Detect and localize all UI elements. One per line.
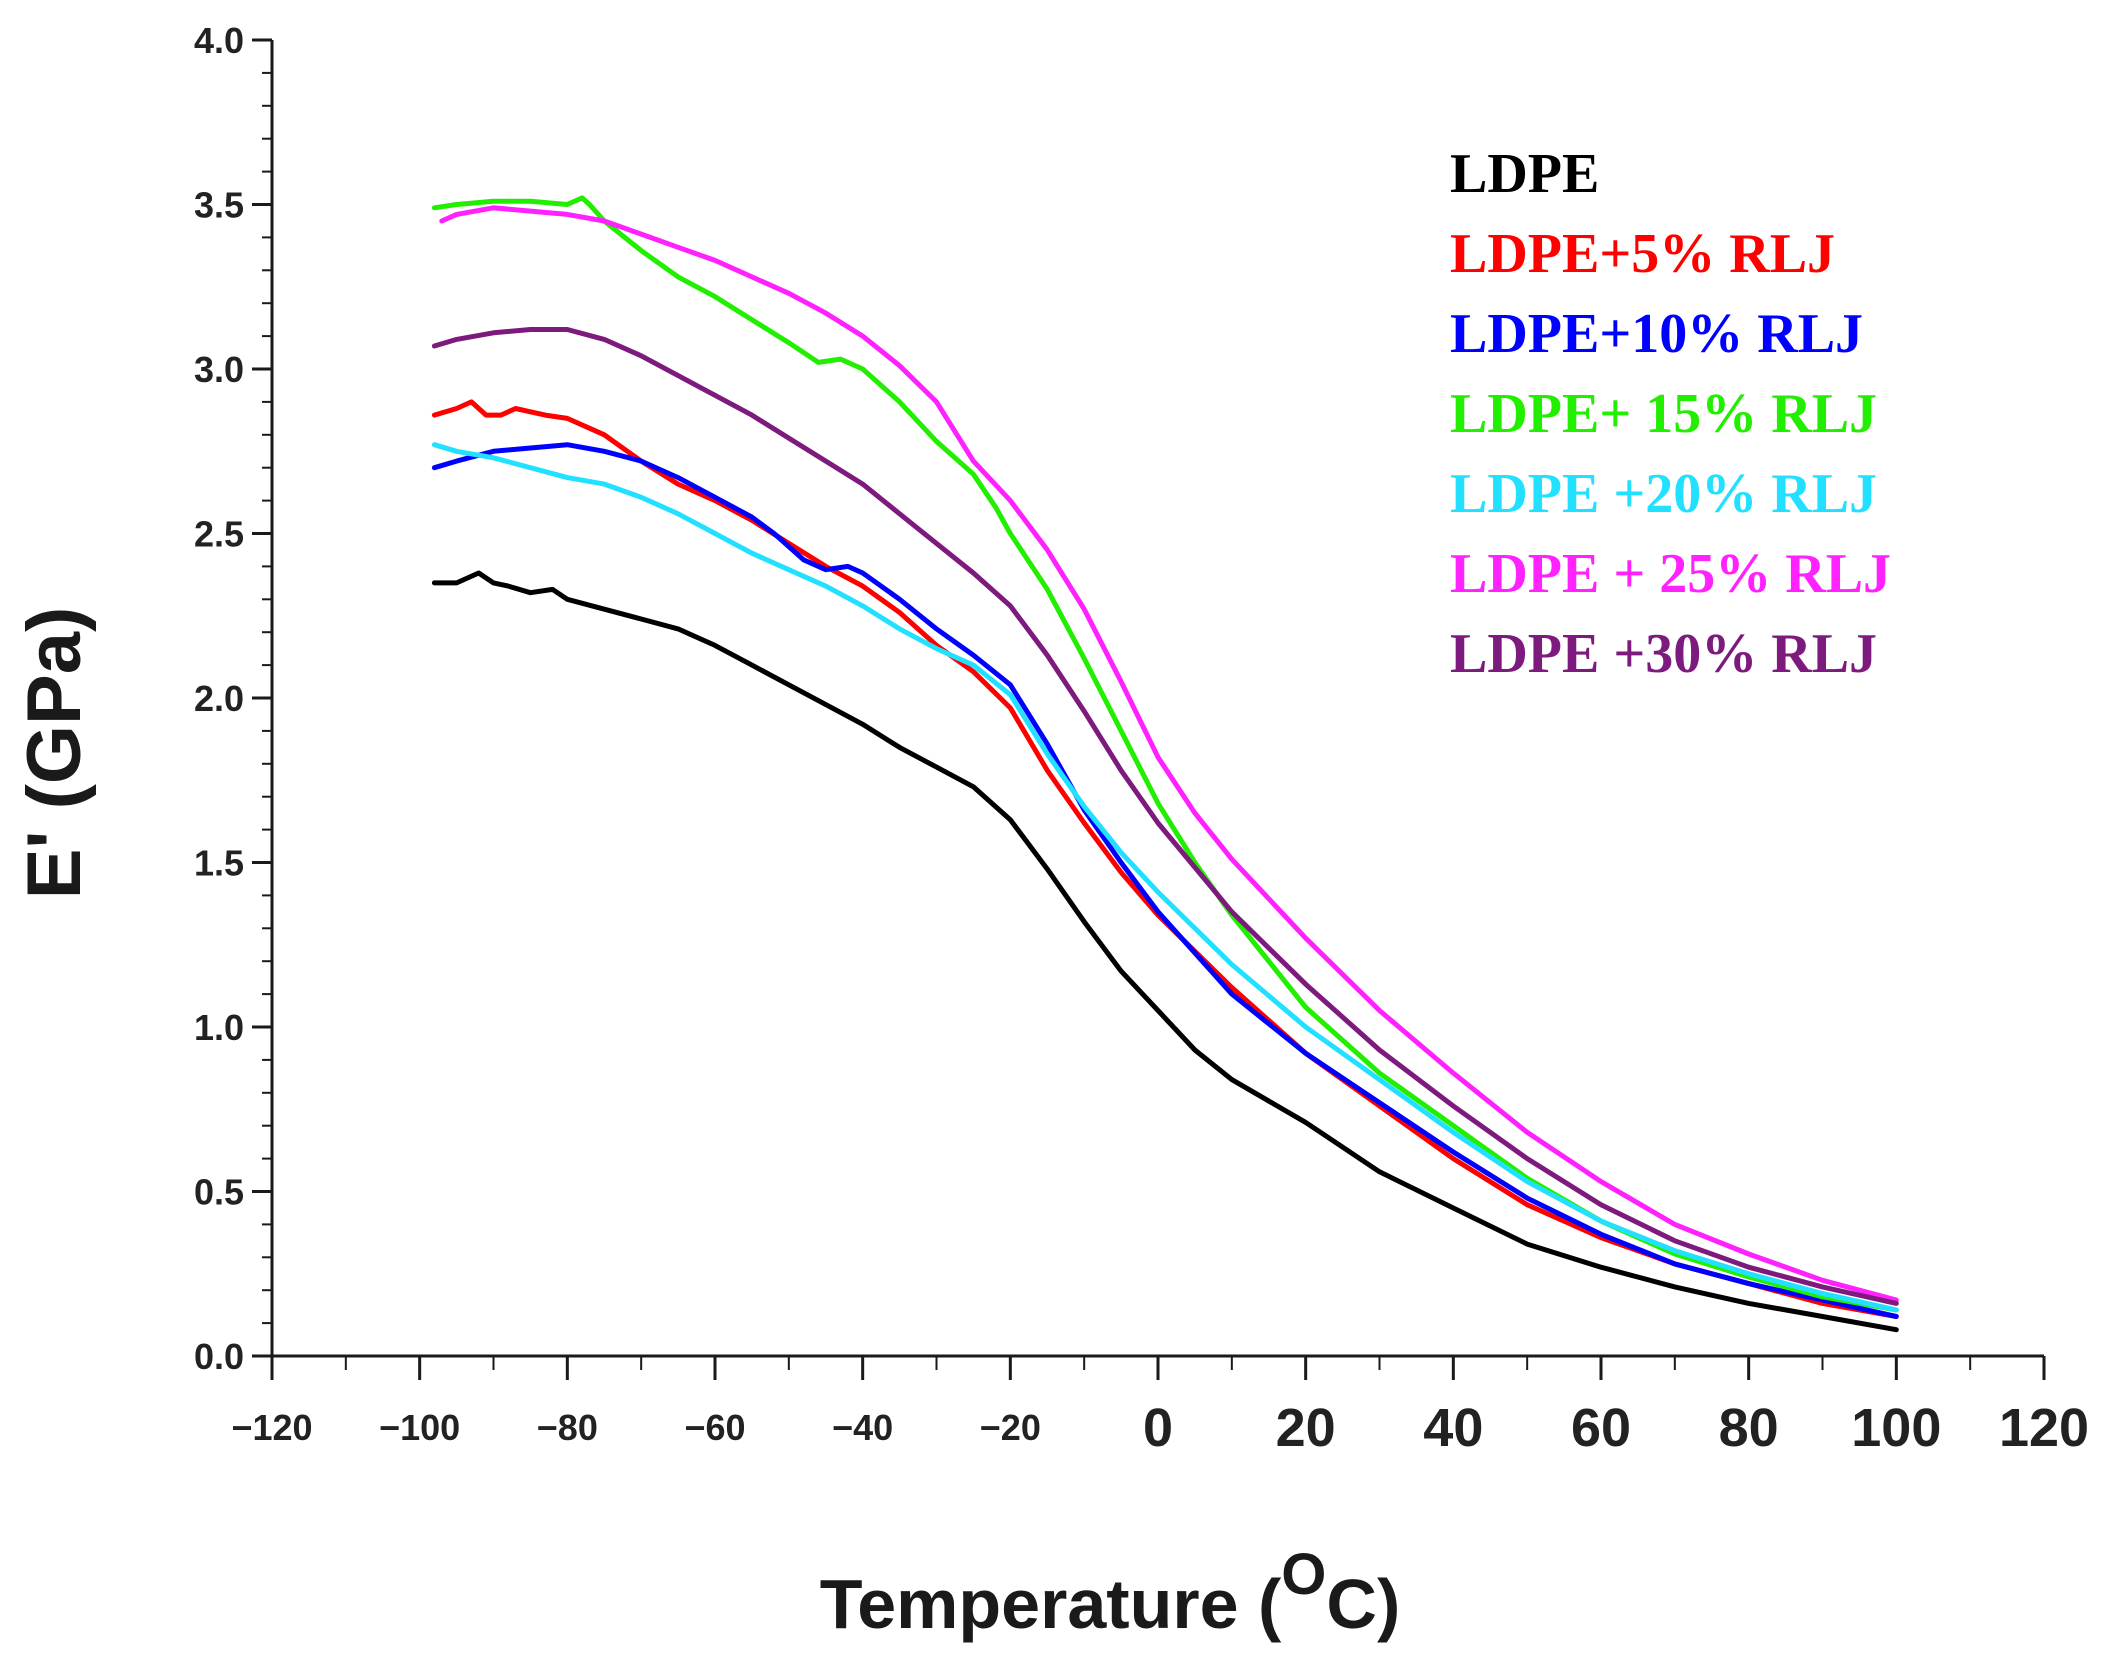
x-tick-label: −80 bbox=[537, 1407, 598, 1448]
legend-entry-ldpe-15-rlj: LDPE+ 15% RLJ bbox=[1450, 383, 1877, 445]
y-tick-label: 1.0 bbox=[194, 1007, 244, 1048]
y-tick-label: 4.0 bbox=[194, 20, 244, 61]
x-axis-title-main: Temperature ( bbox=[820, 1565, 1282, 1643]
y-axis-title: E' (GPa) bbox=[12, 607, 97, 900]
y-tick-label: 3.5 bbox=[194, 185, 244, 226]
legend-entry-ldpe-20-rlj: LDPE +20% RLJ bbox=[1450, 463, 1877, 525]
x-tick-label: 20 bbox=[1276, 1398, 1336, 1458]
x-tick-label: 100 bbox=[1851, 1398, 1941, 1458]
legend-entry-ldpe: LDPE bbox=[1450, 143, 1599, 205]
x-axis-title: Temperature (OC) bbox=[820, 1542, 1401, 1643]
x-axis-title-unit: C) bbox=[1326, 1565, 1400, 1643]
x-ticks: −120 −100 −80 −60 −40 −20 0 20 40 60 80 100 120 bbox=[231, 1356, 2089, 1458]
series-line-ldpe-15-rlj bbox=[431, 195, 1899, 1313]
y-tick-label: 0.5 bbox=[194, 1172, 244, 1213]
y-ticks: 0.0 0.5 1.0 1.5 2.0 2.5 3.0 3.5 4.0 bbox=[194, 20, 272, 1377]
series-line-ldpe-30-rlj bbox=[431, 327, 1899, 1306]
x-tick-label: 80 bbox=[1719, 1398, 1779, 1458]
series-lines bbox=[431, 195, 1899, 1333]
series-line-ldpe-25-rlj bbox=[439, 205, 1899, 1303]
legend: LDPE LDPE+5% RLJ LDPE+10% RLJ LDPE+ 15% RLJ… bbox=[1450, 143, 1891, 685]
legend-entry-ldpe-10-rlj: LDPE+10% RLJ bbox=[1450, 303, 1863, 365]
x-tick-label: 120 bbox=[1999, 1398, 2089, 1458]
series-line-ldpe-10-rlj bbox=[431, 442, 1899, 1319]
x-axis-title-superscript: O bbox=[1281, 1542, 1326, 1607]
y-tick-label: 1.5 bbox=[194, 843, 244, 884]
x-tick-label: −20 bbox=[980, 1407, 1041, 1448]
x-tick-label: 0 bbox=[1143, 1398, 1173, 1458]
y-tick-label: 3.0 bbox=[194, 349, 244, 390]
x-tick-label: 40 bbox=[1423, 1398, 1483, 1458]
x-tick-label: −60 bbox=[684, 1407, 745, 1448]
x-tick-label: −40 bbox=[832, 1407, 893, 1448]
y-tick-label: 2.0 bbox=[194, 678, 244, 719]
y-tick-label: 0.0 bbox=[194, 1336, 244, 1377]
series-line-ldpe-5-rlj bbox=[431, 399, 1899, 1319]
x-tick-label: −100 bbox=[379, 1407, 460, 1448]
x-tick-label: 60 bbox=[1571, 1398, 1631, 1458]
series-line-ldpe-20-rlj bbox=[431, 442, 1899, 1313]
legend-entry-ldpe-30-rlj: LDPE +30% RLJ bbox=[1450, 623, 1877, 685]
x-tick-label: −120 bbox=[231, 1407, 312, 1448]
legend-entry-ldpe-25-rlj: LDPE + 25% RLJ bbox=[1450, 543, 1891, 605]
legend-entry-ldpe-5-rlj: LDPE+5% RLJ bbox=[1450, 223, 1835, 285]
y-tick-label: 2.5 bbox=[194, 514, 244, 555]
series-line-ldpe bbox=[431, 570, 1899, 1333]
